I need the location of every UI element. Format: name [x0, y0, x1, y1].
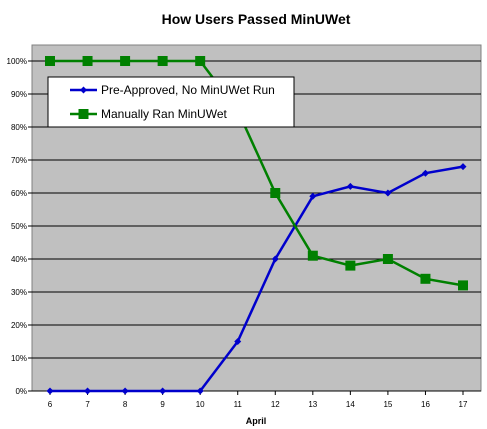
data-point — [157, 56, 168, 66]
x-tick-label: 9 — [160, 400, 165, 409]
data-point — [270, 188, 281, 198]
data-point — [382, 254, 393, 264]
y-tick-label: 70% — [11, 156, 27, 165]
x-axis-label: April — [246, 416, 267, 426]
y-tick-label: 60% — [11, 189, 27, 198]
data-point — [84, 387, 92, 395]
data-point — [159, 387, 167, 395]
data-point — [196, 387, 204, 395]
data-point — [421, 169, 429, 177]
series-lines — [50, 59, 464, 393]
data-point — [46, 387, 54, 395]
data-point — [271, 255, 279, 263]
y-tick-label: 100% — [7, 57, 27, 66]
y-tick-label: 0% — [15, 387, 27, 396]
y-tick-label: 50% — [11, 222, 27, 231]
legend-label: Manually Ran MinUWet — [101, 107, 227, 121]
y-tick-label: 40% — [11, 255, 27, 264]
x-tick-label: 8 — [123, 400, 128, 409]
data-point — [346, 182, 354, 190]
x-tick-label: 15 — [383, 400, 392, 409]
x-tick-label: 12 — [271, 400, 280, 409]
data-point — [384, 189, 392, 197]
data-point — [309, 192, 317, 200]
legend-box — [47, 76, 295, 128]
x-tick-label: 17 — [459, 400, 468, 409]
y-axis-ticks: 0% 10% 20% 30% 40% 50% 60% 70% 80% 90% 100% — [7, 57, 32, 396]
legend-marker — [78, 109, 89, 119]
y-tick-label: 30% — [11, 288, 27, 297]
data-point — [458, 280, 468, 291]
data-point — [307, 250, 318, 261]
legend-marker — [80, 86, 87, 94]
x-tick-label: 16 — [421, 400, 430, 409]
y-tick-label: 80% — [11, 123, 27, 132]
x-tick-label: 6 — [48, 400, 53, 409]
y-tick-label: 10% — [11, 354, 27, 363]
data-point — [459, 163, 467, 171]
x-tick-label: 11 — [234, 400, 243, 409]
y-tick-label: 20% — [11, 321, 27, 330]
x-tick-label: 13 — [308, 400, 317, 409]
series-markers — [45, 56, 468, 395]
x-tick-label: 7 — [85, 400, 90, 409]
data-point — [45, 56, 55, 66]
series-line-0 — [50, 165, 464, 393]
data-point — [234, 338, 242, 345]
x-tick-label: 14 — [346, 400, 355, 409]
chart-title: How Users Passed MinUWet — [162, 11, 351, 27]
y-tick-label: 90% — [11, 90, 27, 99]
data-point — [120, 56, 131, 66]
legend-label: Pre-Approved, No MinUWet Run — [101, 83, 275, 97]
data-point — [195, 56, 206, 66]
x-axis-ticks: 6 7 8 9 10 11 12 13 14 15 16 17 — [48, 391, 468, 409]
data-point — [420, 273, 431, 284]
legend: Pre-Approved, No MinUWet Run Manually Ran… — [47, 76, 295, 128]
data-point — [82, 56, 93, 66]
data-point — [345, 260, 356, 271]
series-line-1 — [50, 59, 464, 287]
data-point — [121, 387, 129, 395]
x-tick-label: 10 — [196, 400, 205, 409]
